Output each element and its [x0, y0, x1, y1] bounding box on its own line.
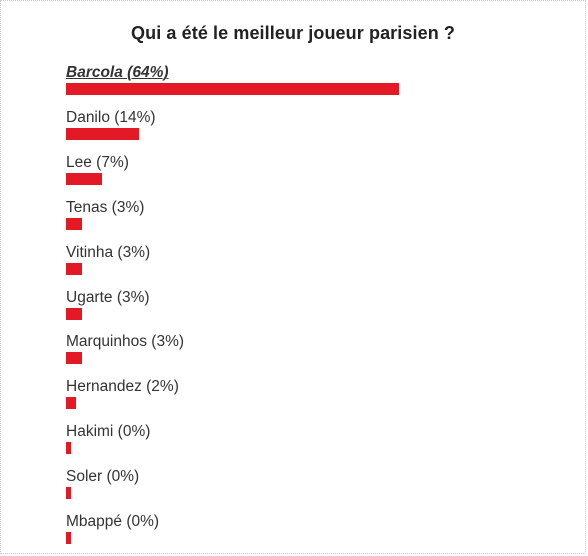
poll-option-bar [66, 172, 103, 185]
poll-option: Hakimi (0%) [66, 422, 546, 466]
poll-option-label: Mbappé (0%) [66, 513, 160, 530]
poll-option-bar [66, 487, 71, 500]
poll-option-label: Hernandez (2%) [66, 378, 179, 396]
poll-option-bar [66, 307, 82, 320]
poll-option: Hernandez (2%) [66, 377, 546, 421]
poll-option-bar [66, 127, 139, 140]
poll-option-label: Ugarte (3%) [66, 288, 150, 306]
poll-option-bar [66, 442, 71, 455]
poll-option: Barcola (64%) [66, 63, 546, 107]
poll-option-label: Vitinha (3%) [66, 243, 151, 261]
poll-option: Danilo (14%) [66, 108, 546, 152]
poll-option: Tenas (3%) [66, 198, 546, 242]
poll-option: Vitinha (3%) [66, 243, 546, 287]
poll-option: Ugarte (3%) [66, 288, 546, 332]
poll-option-bar [66, 352, 82, 365]
poll-option-bar [66, 532, 71, 544]
poll-option-bar [66, 262, 82, 275]
poll-option-label: Hakimi (0%) [66, 423, 151, 441]
poll-option-bar [66, 83, 399, 95]
poll-option-label: Danilo (14%) [66, 108, 156, 126]
poll-option-bar [66, 217, 82, 230]
poll-option-label: Tenas (3%) [66, 198, 145, 216]
poll-option-label: Barcola (64%) [66, 64, 169, 81]
poll-option-label: Lee (7%) [66, 153, 129, 171]
poll-title: Qui a été le meilleur joueur parisien ? [131, 23, 455, 43]
poll-option: Marquinhos (3%) [66, 332, 546, 376]
poll-option-label: Marquinhos (3%) [66, 333, 185, 351]
poll-option: Mbappé (0%) [66, 512, 546, 556]
poll-option-bar [66, 397, 77, 410]
poll-option-label: Soler (0%) [66, 468, 140, 486]
poll-option: Lee (7%) [66, 153, 546, 197]
poll-option: Soler (0%) [66, 467, 546, 511]
